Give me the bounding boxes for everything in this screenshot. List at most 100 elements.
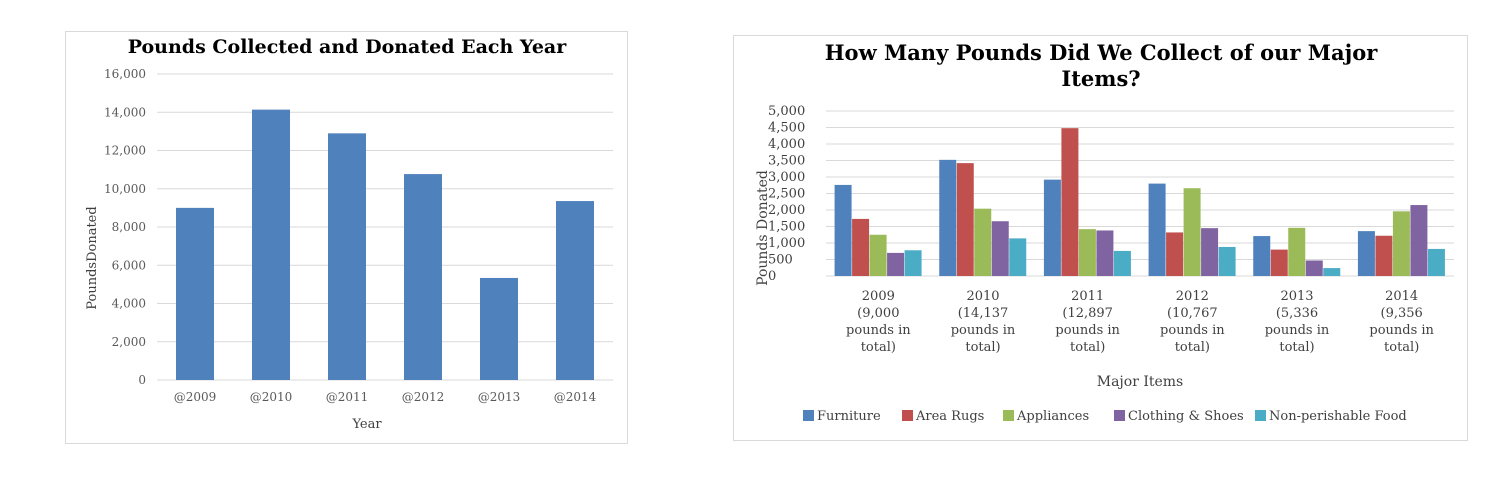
x-tick-label: 2010 (14,137 pounds in total)	[951, 289, 1016, 355]
x-tick-label: @2014	[554, 390, 597, 404]
x-tick-label: @2009	[174, 390, 217, 404]
legend-swatch	[1114, 410, 1125, 421]
bar	[887, 252, 905, 276]
y-tick-label: 6,000	[112, 258, 146, 272]
bar	[1270, 249, 1288, 276]
legend-item: Appliances	[1003, 409, 1089, 424]
x-axis-tick-labels: 2009 (9,000 pounds in total) 2010 (14,137 poun…	[846, 289, 1435, 355]
x-axis-tick-labels: @2009 @2010 @2011 @2012 @2013 @2014	[174, 390, 597, 404]
x-tick-label: 2014 (9,356 pounds in total)	[1369, 289, 1434, 355]
x-tick-label: 2011 (12,897 pounds in total)	[1055, 289, 1120, 355]
y-tick-label: 4,500	[768, 121, 805, 136]
bar	[1096, 230, 1114, 276]
y-tick-label: 2,000	[112, 335, 146, 349]
bar	[1201, 228, 1219, 276]
bar	[1427, 248, 1445, 276]
x-tick-label: 2009 (9,000 pounds in total)	[846, 289, 911, 355]
gridlines	[826, 110, 1454, 277]
bar	[974, 208, 992, 276]
x-tick-label: @2011	[326, 390, 369, 404]
bar	[834, 184, 852, 276]
x-tick-label: @2013	[478, 390, 521, 404]
y-tick-label: 10,000	[104, 182, 146, 196]
bar	[991, 221, 1009, 276]
chart-title: Pounds Collected and Donated Each Year	[128, 36, 567, 58]
y-tick-label: 16,000	[104, 67, 146, 81]
y-tick-label: 0	[138, 373, 146, 387]
bar	[252, 109, 290, 380]
y-tick-label: 2,000	[768, 203, 805, 218]
bar	[404, 174, 442, 380]
bar	[956, 163, 974, 276]
y-tick-label: 1,000	[768, 236, 805, 251]
bar	[1357, 231, 1375, 276]
bar	[904, 250, 922, 276]
y-tick-label: 1,500	[768, 220, 805, 235]
bar	[1253, 236, 1271, 276]
bar	[869, 234, 887, 276]
y-tick-label: 14,000	[104, 105, 146, 119]
legend-label: Area Rugs	[915, 409, 984, 424]
yearly-totals-chart: Pounds Collected and Donated Each Year 0…	[85, 36, 613, 432]
bar	[1183, 188, 1201, 276]
legend-item: Area Rugs	[902, 409, 984, 424]
x-axis-label: Major Items	[1097, 374, 1184, 390]
legend-swatch	[803, 410, 814, 421]
y-tick-label: 4,000	[112, 297, 146, 311]
bar	[1410, 205, 1428, 276]
bar	[1043, 179, 1061, 276]
gridlines	[157, 73, 613, 381]
x-tick-label: @2010	[250, 390, 293, 404]
legend-item: Clothing & Shoes	[1114, 409, 1244, 424]
legend-swatch	[1255, 410, 1266, 421]
bar	[1323, 268, 1341, 276]
bar	[328, 133, 366, 380]
legend-swatch	[902, 410, 913, 421]
bar	[176, 207, 214, 380]
bar	[1218, 246, 1236, 276]
major-items-chart: How Many Pounds Did We Collect of our Ma…	[755, 40, 1454, 424]
y-tick-label: 12,000	[104, 144, 146, 158]
bar	[480, 277, 518, 380]
y-axis-label: Pounds Donated	[755, 170, 771, 286]
bar	[1113, 250, 1131, 276]
bar	[1305, 260, 1323, 276]
bars	[176, 109, 594, 380]
bars	[834, 128, 1445, 276]
y-tick-label: 500	[768, 253, 793, 268]
bar	[1166, 232, 1184, 276]
bar	[1061, 128, 1079, 276]
y-tick-label: 5,000	[768, 104, 805, 119]
y-tick-label: 3,500	[768, 154, 805, 169]
bar	[1375, 235, 1393, 276]
bar	[1392, 211, 1410, 276]
x-tick-label: @2012	[402, 390, 445, 404]
chart-panel-yearly-totals: Pounds Collected and Donated Each Year 0…	[65, 31, 628, 444]
bar	[1078, 229, 1096, 276]
legend-swatch	[1003, 410, 1014, 421]
chart-title-line-1: How Many Pounds Did We Collect of our Ma…	[825, 40, 1378, 65]
x-axis-label: Year	[351, 417, 382, 432]
y-tick-label: 4,000	[768, 137, 805, 152]
y-tick-label: 0	[768, 269, 776, 284]
legend: Furniture Area Rugs Appliances Clothing & S…	[803, 409, 1407, 424]
bar	[1009, 238, 1027, 276]
legend-label: Appliances	[1016, 409, 1089, 424]
y-axis-tick-labels: 0 2,000 4,000 6,000 8,000 10,000 12,000 14,000 1…	[104, 67, 146, 387]
legend-label: Non-perishable Food	[1269, 409, 1407, 424]
y-tick-label: 2,500	[768, 187, 805, 202]
legend-label: Clothing & Shoes	[1128, 409, 1244, 424]
y-axis-label: PoundsDonated	[85, 206, 100, 309]
y-tick-label: 3,000	[768, 170, 805, 185]
legend-item: Furniture	[803, 409, 881, 424]
bar	[556, 201, 594, 380]
bar	[939, 159, 957, 276]
legend-label: Furniture	[817, 409, 881, 424]
legend-item: Non-perishable Food	[1255, 409, 1407, 424]
x-tick-label: 2012 (10,767 pounds in total)	[1160, 289, 1225, 355]
bar	[1288, 227, 1306, 276]
x-tick-label: 2013 (5,336 pounds in total)	[1265, 289, 1330, 355]
chart-panel-major-items: How Many Pounds Did We Collect of our Ma…	[733, 35, 1468, 441]
bar	[1148, 183, 1166, 276]
